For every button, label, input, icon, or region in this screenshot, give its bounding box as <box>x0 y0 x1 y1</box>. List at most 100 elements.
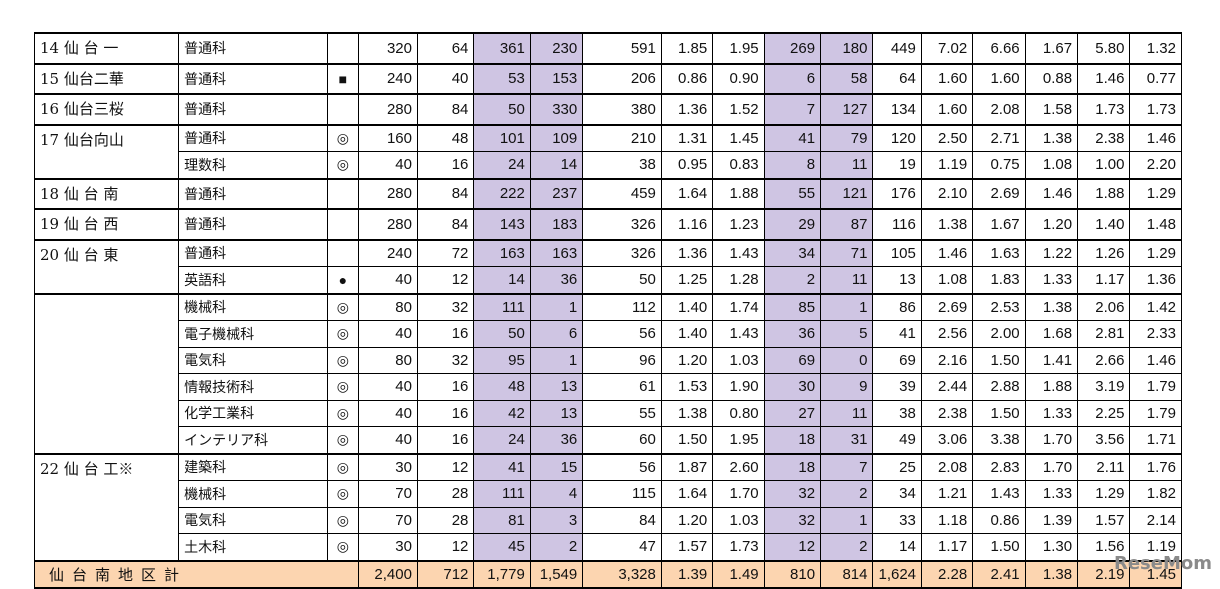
cell-b: 1 <box>529 292 584 321</box>
cell-rec: 64 <box>416 32 475 64</box>
school-name: 18 仙 台 南 <box>33 177 180 210</box>
cell-b: 230 <box>529 32 584 64</box>
cell-cap: 40 <box>357 399 418 427</box>
cell-r2: 0.90 <box>712 62 765 95</box>
cell-k: 1.29 <box>1129 238 1182 267</box>
cell-c: 50 <box>582 266 662 294</box>
cell-f: 69 <box>872 346 922 374</box>
cell-g: 2.08 <box>920 452 974 481</box>
cell-e: 11 <box>820 151 874 179</box>
cell-i: 1.39 <box>1024 506 1079 534</box>
cell-g: 1.19 <box>920 151 974 179</box>
cell-rec: 16 <box>416 320 475 348</box>
cell-g: 2.16 <box>920 346 974 374</box>
cell-cap: 280 <box>357 93 418 125</box>
cell-c: 61 <box>582 373 662 401</box>
cell-a: 42 <box>473 399 531 427</box>
cell-i: 1.88 <box>1024 373 1079 401</box>
cell-r2: 1.03 <box>712 346 765 374</box>
school-name: 17 仙台向山 <box>33 123 180 179</box>
cell-d: 41 <box>763 123 822 152</box>
course-mark: ◎ <box>327 426 359 454</box>
cell-c: 96 <box>582 346 662 374</box>
cell-r2: 0.80 <box>712 399 765 427</box>
cell-j: 2.66 <box>1077 346 1131 374</box>
course-mark: ◎ <box>327 399 359 427</box>
table-row: 電気科 ◎ 80 32 95 1 96 1.20 1.03 69 0 69 2.16 1.50 1.41 2.… <box>35 346 1182 374</box>
cell-i: 1.70 <box>1024 452 1079 481</box>
cell-b: 109 <box>529 123 584 152</box>
cell-b: 183 <box>529 208 584 240</box>
cell-d: 29 <box>763 208 822 240</box>
cell-d: 2 <box>763 266 822 294</box>
table-row: 14 仙 台 一普通科 320 64 361 230 591 1.85 1.95 269 180 4… <box>33 32 1182 64</box>
cell-f: 41 <box>872 320 922 348</box>
cell-r1: 1.20 <box>660 346 714 374</box>
cell-r2: 1.52 <box>712 93 765 125</box>
cell-e: 2 <box>820 480 874 508</box>
cell-d: 85 <box>763 292 822 321</box>
cell-g: 1.17 <box>920 533 974 561</box>
school-name: 22 仙 台 工※ <box>33 452 180 561</box>
cell-b: 36 <box>529 426 584 454</box>
cell-d: 32 <box>763 506 822 534</box>
cell-k: 1.73 <box>1129 93 1182 125</box>
total-b: 1,549 <box>529 559 584 589</box>
cell-h: 1.60 <box>972 62 1026 95</box>
cell-k: 1.82 <box>1129 480 1182 508</box>
course-name: インテリア科 <box>178 426 329 454</box>
school-name: 20 仙 台 東 <box>33 238 180 294</box>
table-row: 20 仙 台 東普通科 240 72 163 163 326 1.36 1.43 34 71 105… <box>33 238 1182 294</box>
course-mark: ■ <box>327 62 359 95</box>
cell-j: 2.38 <box>1077 123 1131 152</box>
cell-i: 1.08 <box>1024 151 1079 179</box>
cell-f: 33 <box>872 506 922 534</box>
cell-g: 1.08 <box>920 266 974 294</box>
cell-a: 111 <box>473 480 531 508</box>
cell-a: 41 <box>473 452 531 481</box>
cell-i: 1.38 <box>1024 123 1079 152</box>
course-mark <box>327 208 359 240</box>
cell-r2: 1.90 <box>712 373 765 401</box>
cell-c: 591 <box>582 32 662 64</box>
cell-a: 50 <box>473 320 531 348</box>
course-name: 電子機械科 <box>178 320 329 348</box>
cell-h: 1.63 <box>972 238 1026 267</box>
table-row: 理数科 ◎ 40 16 24 14 38 0.95 0.83 8 11 19 1.19 0.75 1.08 1… <box>35 151 1182 179</box>
cell-h: 2.69 <box>972 177 1026 210</box>
table-row: 19 仙 台 西普通科 280 84 143 183 326 1.16 1.23 29 87 116… <box>33 208 1182 240</box>
total-d: 810 <box>763 559 822 589</box>
school-name: 15 仙台二華 <box>33 62 180 95</box>
cell-e: 1 <box>820 292 874 321</box>
cell-j: 5.80 <box>1077 32 1131 64</box>
cell-cap: 80 <box>357 292 418 321</box>
cell-h: 2.83 <box>972 452 1026 481</box>
cell-h: 2.53 <box>972 292 1026 321</box>
cell-cap: 240 <box>357 62 418 95</box>
table-row: 機械科 ◎ 70 28 111 4 115 1.64 1.70 32 2 34 1.21 1.43 1.33… <box>35 480 1182 508</box>
cell-j: 1.46 <box>1077 62 1131 95</box>
course-name: 電気科 <box>178 346 329 374</box>
cell-r1: 1.85 <box>660 32 714 64</box>
course-mark <box>327 32 359 64</box>
cell-f: 14 <box>872 533 922 561</box>
cell-rec: 12 <box>416 266 475 294</box>
course-mark: ◎ <box>327 533 359 561</box>
table-row: 英語科 ● 40 12 14 36 50 1.25 1.28 2 11 13 1.08 1.83 1.33 1… <box>35 266 1182 294</box>
cell-i: 1.46 <box>1024 177 1079 210</box>
cell-f: 34 <box>872 480 922 508</box>
cell-i: 0.88 <box>1024 62 1079 95</box>
cell-g: 1.46 <box>920 238 974 267</box>
course-name: 電気科 <box>178 506 329 534</box>
cell-r2: 2.60 <box>712 452 765 481</box>
cell-b: 237 <box>529 177 584 210</box>
cell-h: 2.00 <box>972 320 1026 348</box>
cell-rec: 32 <box>416 346 475 374</box>
cell-i: 1.68 <box>1024 320 1079 348</box>
cell-cap: 280 <box>357 177 418 210</box>
course-name: 普通科 <box>178 62 329 95</box>
cell-g: 2.38 <box>920 399 974 427</box>
cell-a: 163 <box>473 238 531 267</box>
cell-d: 269 <box>763 32 822 64</box>
cell-b: 13 <box>529 373 584 401</box>
